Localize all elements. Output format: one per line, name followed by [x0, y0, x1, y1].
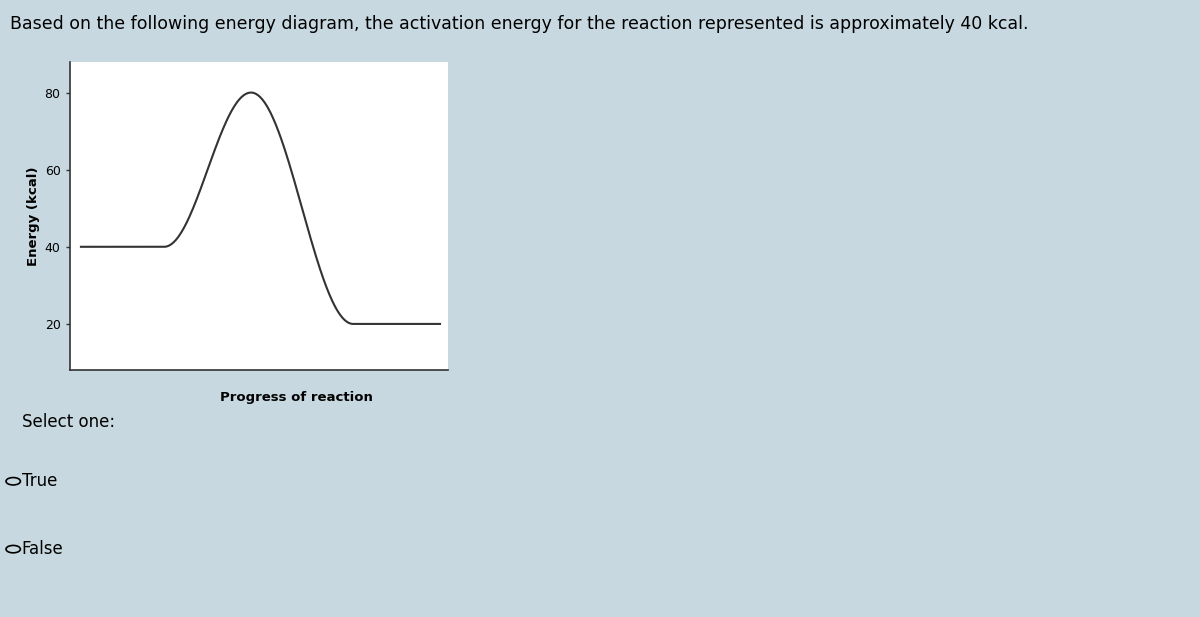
Text: Select one:: Select one:: [22, 413, 115, 431]
Text: Progress of reaction: Progress of reaction: [220, 391, 373, 404]
Y-axis label: Energy (kcal): Energy (kcal): [28, 166, 41, 266]
Text: True: True: [22, 472, 56, 491]
Text: False: False: [22, 540, 64, 558]
Text: Based on the following energy diagram, the activation energy for the reaction re: Based on the following energy diagram, t…: [10, 15, 1028, 33]
